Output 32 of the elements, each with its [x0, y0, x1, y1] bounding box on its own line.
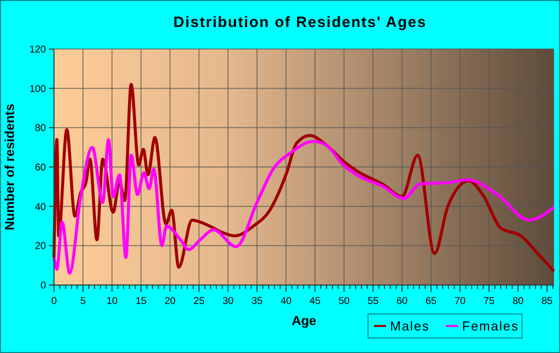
y-tick-label: 20	[34, 241, 46, 252]
y-tick-label: 80	[34, 123, 46, 134]
x-tick-label: 50	[338, 296, 350, 307]
x-tick-label: 5	[80, 296, 86, 307]
legend-label: Females	[462, 318, 519, 334]
chart-title: Distribution of Residents' Ages	[173, 14, 427, 31]
x-tick-label: 10	[106, 296, 118, 307]
x-tick-label: 30	[222, 296, 234, 307]
x-tick-label: 0	[51, 296, 58, 307]
x-tick-label: 70	[454, 296, 466, 307]
x-tick-label: 65	[425, 296, 438, 307]
x-tick-label: 60	[396, 296, 408, 307]
y-axis-title: Number of residents	[2, 104, 17, 230]
x-tick-label: 45	[309, 296, 322, 307]
legend-label: Males	[390, 318, 430, 334]
y-tick-label: 120	[29, 44, 46, 56]
x-tick-label: 15	[135, 296, 148, 307]
line-series	[52, 82, 556, 273]
x-axis-title: Age	[292, 313, 316, 328]
y-tick-label: 60	[34, 162, 46, 174]
y-tick-label: 100	[29, 84, 46, 95]
x-tick-label: 40	[280, 296, 292, 307]
x-tick-label: 25	[193, 296, 206, 307]
line-series	[52, 138, 556, 275]
y-tick-label: 40	[34, 202, 46, 213]
y-tick-label: 0	[40, 280, 46, 292]
x-tick-label: 55	[367, 296, 380, 307]
x-tick-label: 75	[483, 296, 496, 307]
x-tick-label: 85	[541, 296, 554, 307]
x-tick-label: 80	[512, 296, 524, 307]
x-tick-label: 35	[251, 296, 264, 307]
x-tick-label: 20	[164, 296, 176, 307]
